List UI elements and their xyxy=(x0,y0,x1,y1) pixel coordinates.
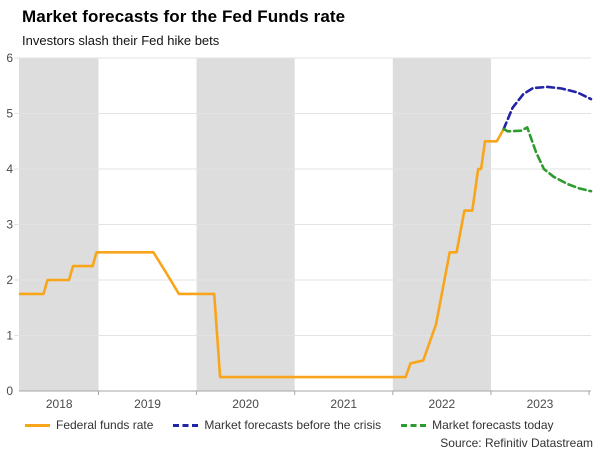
legend-item-forecasts-today: Market forecasts today xyxy=(401,418,554,432)
x-tick-label: 2019 xyxy=(134,397,161,411)
y-tick-label: 1 xyxy=(6,329,13,343)
chart-legend: Federal funds rate Market forecasts befo… xyxy=(25,418,554,432)
y-tick-label: 3 xyxy=(6,218,13,232)
green-dashed-line-swatch-icon xyxy=(401,423,427,427)
source-attribution: Source: Refinitiv Datastream xyxy=(440,436,593,450)
legend-item-federal-funds-rate: Federal funds rate xyxy=(25,418,153,432)
blue-dashed-line-swatch-icon xyxy=(173,423,199,427)
y-tick-label: 6 xyxy=(6,51,13,65)
legend-label: Market forecasts before the crisis xyxy=(204,418,382,432)
series-line xyxy=(18,127,506,379)
x-tick-label: 2018 xyxy=(46,397,73,411)
legend-label: Federal funds rate xyxy=(56,418,154,432)
series-line xyxy=(502,126,593,193)
page-title: Market forecasts for the Fed Funds rate xyxy=(22,7,346,26)
orange-line-swatch-icon xyxy=(25,423,50,427)
legend-label: Market forecasts today xyxy=(432,418,554,432)
series-line xyxy=(502,85,593,131)
x-tick-label: 2021 xyxy=(330,397,357,411)
y-tick-label: 2 xyxy=(6,273,13,287)
legend-item-forecasts-before-crisis: Market forecasts before the crisis xyxy=(173,418,381,432)
x-tick-label: 2023 xyxy=(527,397,554,411)
y-tick-label: 5 xyxy=(6,107,13,121)
y-tick-label: 0 xyxy=(6,384,13,398)
chart-subtitle: Investors slash their Fed hike bets xyxy=(22,33,220,48)
x-tick-label: 2020 xyxy=(232,397,259,411)
x-tick-label: 2022 xyxy=(429,397,456,411)
y-tick-label: 4 xyxy=(6,162,13,176)
